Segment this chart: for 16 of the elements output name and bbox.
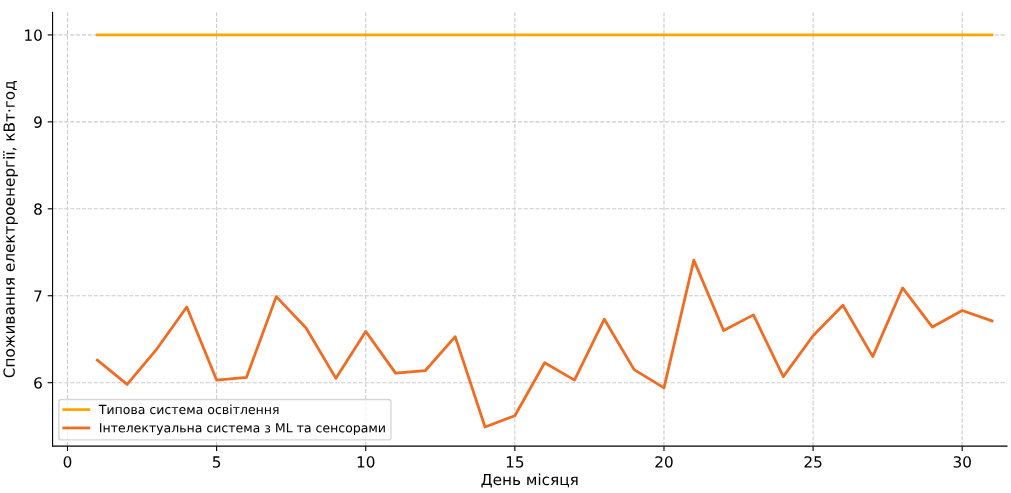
x-tick-label: 15: [506, 456, 524, 468]
y-tick-label: 6: [34, 377, 42, 389]
y-tick-label: 10: [25, 29, 42, 41]
y-tick-label: 9: [34, 116, 42, 128]
x-axis-title: День місяця: [481, 473, 578, 488]
x-tick-label: 25: [804, 456, 822, 468]
x-tick-label: 20: [655, 456, 673, 468]
y-axis-title: Споживання електроенергії, кВт·год: [3, 81, 18, 378]
x-tick-label: 5: [212, 456, 221, 468]
y-tick-label: 7: [34, 290, 42, 302]
x-tick-label: 0: [63, 456, 72, 468]
x-tick-label: 30: [953, 456, 971, 468]
x-tick-label: 10: [357, 456, 375, 468]
y-tick-label: 8: [34, 203, 42, 215]
legend-label: Типова система освітлення: [98, 404, 279, 415]
legend-label: Інтелектуальна система з ML та сенсорами: [100, 423, 385, 435]
